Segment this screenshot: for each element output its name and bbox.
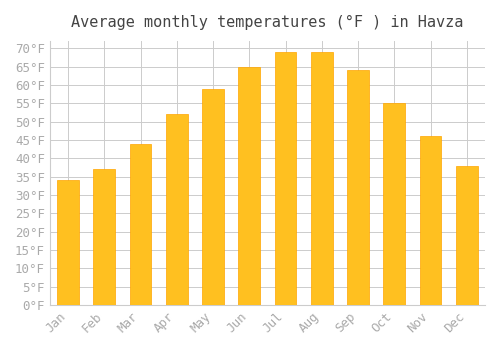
Bar bbox=[130, 144, 152, 305]
Bar bbox=[347, 70, 369, 305]
Bar bbox=[420, 136, 442, 305]
Bar bbox=[202, 89, 224, 305]
Bar bbox=[311, 52, 332, 305]
Bar bbox=[166, 114, 188, 305]
Bar bbox=[384, 103, 405, 305]
Bar bbox=[57, 180, 79, 305]
Bar bbox=[274, 52, 296, 305]
Bar bbox=[94, 169, 115, 305]
Bar bbox=[456, 166, 477, 305]
Bar bbox=[238, 66, 260, 305]
Title: Average monthly temperatures (°F ) in Havza: Average monthly temperatures (°F ) in Ha… bbox=[71, 15, 464, 30]
